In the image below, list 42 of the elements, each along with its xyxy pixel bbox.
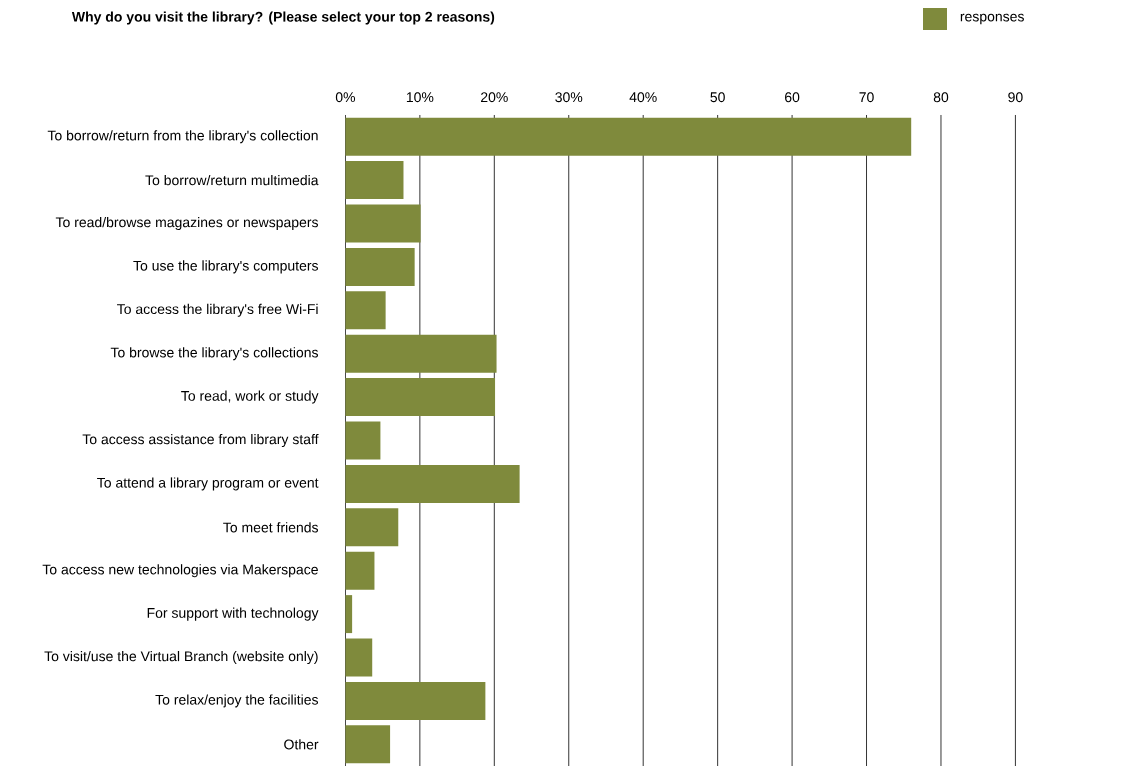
x-tick-label: 0% bbox=[335, 92, 356, 102]
y-tick-label: To borrow/return multimedia bbox=[145, 174, 319, 186]
y-tick-label: To borrow/return from the library's collection bbox=[47, 129, 318, 144]
bar bbox=[345, 681, 486, 720]
y-tick-label: To access assistance from library staff bbox=[82, 433, 319, 447]
bar bbox=[345, 247, 415, 286]
bar bbox=[345, 638, 373, 677]
bar bbox=[345, 377, 496, 416]
chart-title: Why do you visit the library? (Please select your top 2 reasons) bbox=[71, 11, 495, 25]
bar bbox=[345, 421, 381, 460]
y-tick-label: To attend a library program or event bbox=[97, 477, 319, 491]
bar bbox=[345, 160, 404, 199]
x-tick-label: 50 bbox=[710, 92, 725, 102]
bar bbox=[345, 334, 497, 373]
x-tick-label: 70 bbox=[859, 92, 874, 102]
y-tick-label: To read/browse magazines or newspapers bbox=[55, 216, 318, 230]
x-tick-label: 90 bbox=[1008, 92, 1023, 102]
bar bbox=[345, 508, 399, 547]
y-tick-label: To visit/use the Virtual Branch (website only) bbox=[44, 650, 318, 664]
y-tick-label: To access the library's free Wi-Fi bbox=[117, 303, 318, 317]
x-tick-label: 40% bbox=[629, 92, 657, 102]
x-tick-label: 60 bbox=[785, 92, 800, 102]
bar bbox=[345, 204, 421, 243]
x-tick-label: 80 bbox=[933, 92, 949, 102]
bar bbox=[345, 291, 386, 330]
y-tick-label: To use the library's computers bbox=[133, 260, 319, 274]
bar bbox=[345, 464, 520, 503]
y-tick-label: To relax/enjoy the facilities bbox=[155, 694, 319, 708]
y-tick-label: To browse the library's collections bbox=[110, 346, 319, 361]
x-tick-label: 30% bbox=[555, 92, 583, 102]
x-tick-label: 10% bbox=[406, 92, 434, 102]
bar bbox=[345, 725, 391, 764]
bar bbox=[345, 551, 375, 590]
legend-label: responses bbox=[960, 13, 1024, 25]
y-tick-label: To access new technologies via Makerspace bbox=[42, 563, 318, 578]
y-tick-label: To read, work or study bbox=[181, 390, 319, 404]
y-tick-label: Other bbox=[284, 738, 319, 750]
y-tick-label: To meet friends bbox=[223, 521, 319, 533]
bar bbox=[345, 594, 353, 633]
x-tick-label: 20% bbox=[481, 92, 508, 102]
y-tick-label: For support with technology bbox=[147, 607, 319, 621]
bar bbox=[345, 117, 912, 156]
